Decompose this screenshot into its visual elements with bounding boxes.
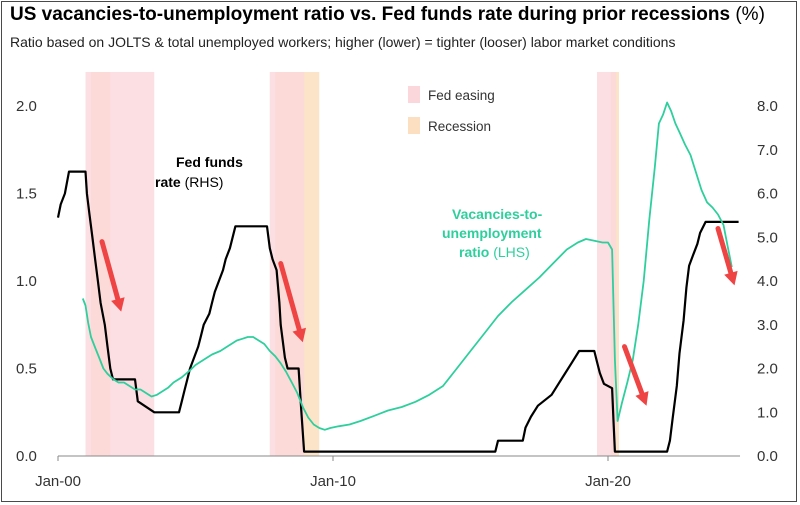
y-right-tick-label: 5.0 — [757, 229, 778, 246]
trend-arrow-head — [111, 297, 125, 312]
trend-arrows — [99, 226, 738, 406]
trend-arrow-head — [724, 270, 738, 286]
legend-swatch-recession — [408, 117, 420, 134]
shaded-periods — [85, 72, 619, 456]
legend-label-fed-easing: Fed easing — [428, 88, 495, 103]
chart-title: US vacancies-to-unemployment ratio vs. F… — [10, 4, 765, 25]
axes: 0.0 0.5 1.0 1.5 2.0 0.0 1.0 2.0 3.0 4.0 5.0 6.0 7.0 8… — [16, 98, 778, 490]
y-right-tick-label: 2.0 — [757, 361, 778, 378]
fed-funds-label-line2: rate (RHS) — [155, 174, 223, 190]
trend-arrow-shaft — [622, 344, 645, 397]
y-right-tick-label: 6.0 — [757, 186, 778, 203]
fed-funds-line — [56, 170, 739, 453]
y-left-tick-label: 0.5 — [16, 361, 37, 378]
fed-funds-label-rate: rate — [155, 174, 181, 190]
vu-label-ratio: ratio — [459, 244, 489, 260]
fed-funds-label-rhs: (RHS) — [185, 174, 224, 190]
y-right-tick-label: 3.0 — [757, 317, 778, 334]
chart-subtitle: Ratio based on JOLTS & total unemployed … — [10, 34, 676, 50]
legend-label-recession: Recession — [428, 119, 491, 134]
vu-ratio-line — [81, 101, 733, 431]
vu-label-line3: ratio (LHS) — [459, 244, 530, 260]
y-left-tick-label: 1.0 — [16, 273, 37, 290]
y-right-tick-label: 7.0 — [757, 142, 778, 159]
y-left-tick-label: 2.0 — [16, 98, 37, 115]
trend-arrow-shaft — [715, 226, 734, 276]
y-right-tick-label: 1.0 — [757, 404, 778, 421]
y-left-tick-label: 0.0 — [16, 448, 37, 465]
x-tick-label: Jan-10 — [310, 473, 356, 490]
y-left-tick-label: 1.5 — [16, 186, 37, 203]
vu-ratio-annotation: Vacancies-to- unemployment ratio (LHS) — [442, 206, 543, 260]
trend-arrow-shaft — [99, 239, 121, 302]
legend-swatch-fed-easing — [408, 86, 420, 103]
x-tick-label: Jan-00 — [35, 473, 81, 490]
trend-arrow-head — [635, 391, 649, 406]
series-lines — [56, 101, 739, 453]
y-right-tick-label: 4.0 — [757, 273, 778, 290]
title-unit: (%) — [735, 4, 765, 25]
vu-label-line1: Vacancies-to- — [452, 206, 543, 222]
fed-funds-annotation: Fed funds rate (RHS) — [155, 154, 243, 190]
y-right-tick-label: 8.0 — [757, 98, 778, 115]
y-right-tick-label: 0.0 — [757, 448, 778, 465]
vu-label-line2: unemployment — [442, 225, 542, 241]
x-tick-label: Jan-20 — [585, 473, 631, 490]
shade-fed_easing-5 — [597, 72, 617, 456]
trend-arrow-head — [292, 327, 306, 343]
trend-arrow-shaft — [278, 261, 302, 333]
legend: Fed easing Recession — [408, 86, 495, 134]
vu-label-lhs: (LHS) — [493, 244, 530, 260]
fed-funds-label-line1: Fed funds — [176, 154, 243, 170]
